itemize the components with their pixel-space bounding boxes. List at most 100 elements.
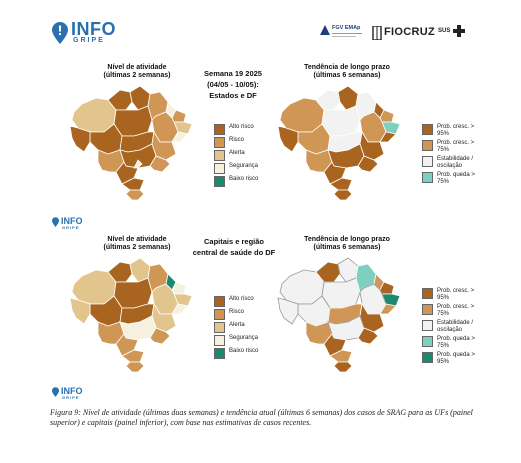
bottom-left-title-line1: Nível de atividade xyxy=(107,236,167,243)
legend-swatch xyxy=(422,140,433,151)
legend-swatch xyxy=(214,296,225,307)
legend-item: Prob. cresc. > 95% xyxy=(422,124,492,138)
legend-item: Baixo risco xyxy=(214,348,274,359)
sus-logo: SUS xyxy=(438,25,468,43)
fiocruz-mark-icon xyxy=(372,26,382,40)
fgv-text: FGV EMAp xyxy=(332,25,361,31)
legend-item: Prob. cresc. > 75% xyxy=(422,140,492,154)
legend-swatch xyxy=(214,150,225,161)
legend-swatch xyxy=(214,137,225,148)
infogripe-logo: INFO GRIPE xyxy=(52,20,122,48)
legend-swatch xyxy=(214,348,225,359)
legend-swatch xyxy=(214,322,225,333)
top-center-line2: (04/05 - 10/05): xyxy=(207,80,259,89)
legend-item: Prob. queda > 75% xyxy=(422,336,492,350)
fiocruz-logo: FIOCRUZ xyxy=(372,22,435,44)
small-logo-main: INFO xyxy=(61,386,83,396)
legend-label: Prob. cresc. > 95% xyxy=(437,124,475,137)
legend-label: Alerta xyxy=(229,150,245,156)
bottom-activity-legend: Alto risco Risco Alerta Segurança Baixo … xyxy=(214,296,274,361)
legend-item: Segurança xyxy=(214,163,274,174)
bottom-trend-legend: Prob. cresc. > 95% Prob. cresc. > 75% Es… xyxy=(422,288,492,368)
plus-cross-icon xyxy=(453,25,465,37)
location-pin-icon xyxy=(52,217,59,227)
state-pa xyxy=(113,105,153,137)
sus-text: SUS xyxy=(438,28,451,34)
legend-item: Alto risco xyxy=(214,124,274,135)
fgv-logo: FGV EMAp xyxy=(320,24,368,42)
legend-swatch xyxy=(422,156,433,167)
legend-swatch xyxy=(214,335,225,346)
location-pin-icon xyxy=(52,22,68,44)
small-infogripe-logo-bottom: INFO GRIPE xyxy=(52,386,92,402)
legend-label: Risco xyxy=(229,137,245,143)
state-df xyxy=(133,159,143,169)
legend-item: Estabilidade / oscilação xyxy=(422,156,492,170)
top-left-title-line2: (últimas 2 semanas) xyxy=(103,72,171,79)
legend-item: Alerta xyxy=(214,150,274,161)
legend-swatch xyxy=(422,124,433,135)
legend-item: Segurança xyxy=(214,335,274,346)
legend-item: Risco xyxy=(214,137,274,148)
bottom-center-line2: central de saúde do DF xyxy=(192,248,276,257)
legend-label: Estabilidade / oscilação xyxy=(437,156,474,169)
bottom-right-title-line1: Tendência de longo prazo xyxy=(304,236,390,243)
top-right-title-line1: Tendência de longo prazo xyxy=(304,64,390,71)
partner-logos: FGV EMAp FIOCRUZ SUS xyxy=(320,22,470,46)
state-am xyxy=(71,97,117,133)
bottom-right-map-title: Tendência de longo prazo (últimas 6 sema… xyxy=(282,236,412,252)
legend-label: Estabilidade / oscilação xyxy=(437,320,474,333)
top-right-map-title: Tendência de longo prazo (últimas 6 sema… xyxy=(282,64,412,80)
legend-item: Prob. cresc. > 95% xyxy=(422,288,492,302)
legend-item: Estabilidade / oscilação xyxy=(422,320,492,334)
fgv-mark-icon xyxy=(320,25,330,35)
legend-label: Prob. queda > 75% xyxy=(437,336,475,349)
top-trend-map xyxy=(276,80,404,206)
state-pr xyxy=(121,177,145,191)
figure-caption: Figura 9: Nível de atividade (últimas du… xyxy=(50,408,473,427)
legend-swatch xyxy=(422,304,433,315)
legend-label: Prob. cresc. > 75% xyxy=(437,140,475,153)
legend-swatch xyxy=(422,172,433,183)
legend-label: Segurança xyxy=(229,335,259,341)
bottom-activity-map xyxy=(68,252,196,378)
legend-label: Baixo risco xyxy=(229,176,259,182)
legend-swatch xyxy=(422,288,433,299)
top-trend-legend: Prob. cresc. > 95% Prob. cresc. > 75% Es… xyxy=(422,124,492,188)
legend-label: Risco xyxy=(229,309,245,315)
legend-label: Baixo risco xyxy=(229,348,259,354)
small-logo-sub: GRIPE xyxy=(62,395,80,400)
small-logo-sub: GRIPE xyxy=(62,225,80,230)
state-se xyxy=(171,131,189,143)
legend-swatch xyxy=(214,163,225,174)
location-pin-icon xyxy=(52,387,59,397)
legend-item: Alerta xyxy=(214,322,274,333)
legend-swatch xyxy=(214,309,225,320)
legend-label: Prob. cresc. > 75% xyxy=(437,304,475,317)
legend-swatch xyxy=(422,352,433,363)
legend-label: Prob. cresc. > 95% xyxy=(437,288,475,301)
legend-label: Prob. queda > 75% xyxy=(437,172,475,185)
legend-item: Prob. queda > 95% xyxy=(422,352,492,366)
logo-sub-text: GRIPE xyxy=(73,37,105,44)
bottom-center-line1: Capitais e região xyxy=(203,237,265,246)
state-es-rj xyxy=(149,155,171,173)
legend-item: Prob. cresc. > 75% xyxy=(422,304,492,318)
legend-swatch xyxy=(422,336,433,347)
top-right-title-line2: (últimas 6 semanas) xyxy=(313,72,381,79)
legend-item: Alto risco xyxy=(214,296,274,307)
legend-label: Alto risco xyxy=(229,296,254,302)
legend-item: Risco xyxy=(214,309,274,320)
small-logo-main: INFO xyxy=(61,216,83,226)
top-activity-legend: Alto risco Risco Alerta Segurança Baixo … xyxy=(214,124,274,189)
top-activity-map xyxy=(68,80,196,206)
legend-label: Prob. queda > 95% xyxy=(437,352,475,365)
bottom-right-title-line2: (últimas 6 semanas) xyxy=(313,244,381,251)
top-left-title-line1: Nível de atividade xyxy=(107,64,167,71)
legend-label: Alerta xyxy=(229,322,245,328)
legend-swatch xyxy=(214,124,225,135)
top-left-map-title: Nível de atividade (últimas 2 semanas) xyxy=(82,64,192,80)
top-center-title: Semana 19 2025 (04/05 - 10/05): Estados … xyxy=(188,68,278,101)
legend-item: Baixo risco xyxy=(214,176,274,187)
top-center-line3: Estados e DF xyxy=(209,91,257,100)
